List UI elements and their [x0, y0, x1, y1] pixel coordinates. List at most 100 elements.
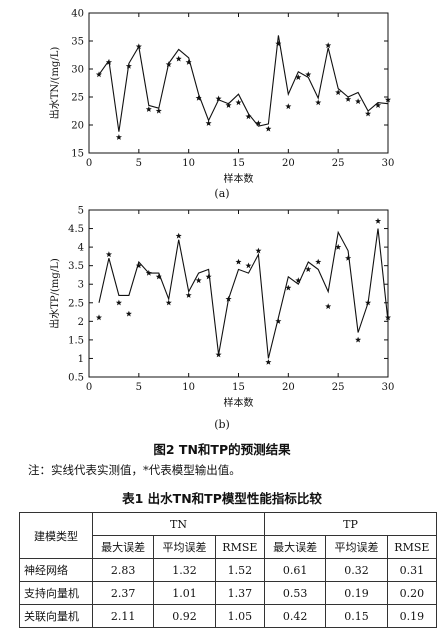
table-cell: 0.92: [153, 604, 216, 628]
table-metric-header: RMSE: [214, 535, 265, 559]
series-point-predicted: [285, 284, 292, 291]
series-point-predicted: [295, 74, 302, 80]
table-cell: 1.01: [153, 581, 216, 605]
series-point-predicted: [235, 99, 242, 106]
series-point-predicted: [325, 42, 332, 49]
series-point-predicted: [365, 110, 372, 117]
series-point-predicted: [385, 96, 391, 103]
y-tick-label: 40: [71, 9, 84, 20]
series-point-predicted: [225, 102, 232, 108]
series-point-predicted: [215, 351, 222, 358]
y-tick-label: 1.5: [68, 335, 84, 346]
series-point-predicted: [245, 113, 252, 120]
series-point-predicted: [175, 55, 182, 62]
series-point-predicted: [145, 269, 152, 276]
x-tick-label: 15: [232, 158, 245, 169]
series-point-predicted: [155, 107, 162, 114]
series-point-predicted: [105, 59, 112, 65]
series-point-predicted: [315, 99, 322, 106]
y-axis-label: 出水TP/(mg/L): [48, 258, 61, 329]
x-tick-label: 15: [232, 382, 245, 393]
series-point-predicted: [265, 125, 272, 132]
y-tick-label: 1: [78, 354, 84, 365]
series-point-predicted: [335, 89, 342, 96]
series-point-predicted: [355, 98, 362, 105]
series-point-predicted: [275, 40, 282, 47]
series-point-predicted: [335, 243, 342, 250]
series-point-predicted: [95, 314, 102, 321]
table-metric-header: 平均误差: [153, 535, 216, 559]
series-line-measured: [98, 35, 389, 132]
chart-tn: 15 20 25 30 35 40 0 5 10 15 20 25 30 样本数 出水TN/(mg/L): [0, 6, 444, 185]
table-row: 支持向量机 2.37 1.01 1.37 0.53 0.19 0.20: [19, 581, 438, 605]
series-point-predicted: [265, 359, 272, 365]
x-axis-label: 样本数: [224, 396, 254, 409]
x-tick-label: 30: [382, 158, 395, 169]
series-point-predicted: [235, 258, 242, 265]
figure-note: 注：实线代表实测值，*代表模型输出值。: [28, 463, 241, 477]
series-point-predicted: [145, 106, 152, 112]
y-tick-label: 3: [78, 280, 84, 291]
series-point-predicted: [375, 102, 382, 108]
x-tick-label: 25: [332, 382, 345, 393]
series-point-predicted: [295, 277, 302, 284]
table-cell: 0.42: [263, 604, 327, 628]
series-point-predicted: [275, 318, 282, 324]
y-tick-label: 30: [71, 65, 84, 76]
table-row-label: 神经网络: [19, 558, 93, 582]
series-point-predicted: [195, 277, 202, 284]
table-cell: 2.37: [91, 581, 155, 605]
chart-tp: 0.5 1 1.5 2 2.5 3 3.5 4 4.5 5 0 5 10 15 20 25 30 样本数 出水TP/…: [0, 202, 444, 420]
table-cell: 0.32: [325, 558, 388, 582]
series-point-predicted: [125, 310, 132, 317]
y-tick-label: 4.5: [68, 224, 84, 235]
table-metric-header: RMSE: [386, 535, 438, 559]
x-tick-label: 10: [182, 382, 195, 393]
x-tick-label: 0: [86, 158, 92, 169]
series-point-predicted: [285, 103, 292, 110]
series-point-predicted: [245, 262, 252, 269]
y-tick-label: 3.5: [68, 261, 84, 272]
table-cell: 0.20: [386, 581, 438, 605]
y-tick-label: 25: [71, 93, 84, 104]
table-group-tn: TN: [92, 512, 265, 536]
series-point-predicted: [95, 71, 102, 78]
series-point-predicted: [105, 251, 112, 258]
chart-tn-sublabel: (a): [214, 187, 230, 200]
series-point-predicted: [205, 120, 212, 126]
table-metric-header: 平均误差: [325, 535, 388, 559]
series-point-predicted: [135, 43, 142, 50]
x-tick-label: 20: [282, 382, 295, 393]
table-corner-header: 建模类型: [19, 512, 93, 559]
y-tick-label: 4: [78, 243, 84, 254]
chart-tp-svg: 0.5 1 1.5 2 2.5 3 3.5 4 4.5 5 0 5 10 15 20 25 30 样本数 出水TP/…: [48, 206, 394, 410]
series-point-predicted: [155, 273, 162, 280]
table-cell: 2.83: [91, 558, 155, 582]
table-cell: 2.11: [91, 604, 155, 628]
series-point-predicted: [325, 303, 332, 310]
plot-frame: [88, 209, 389, 378]
series-point-predicted: [305, 266, 312, 272]
series-point-predicted: [125, 63, 132, 69]
y-tick-label: 2: [78, 317, 84, 328]
table-group-tp: TP: [263, 512, 438, 536]
series-point-predicted: [345, 255, 352, 261]
x-tick-label: 5: [136, 158, 142, 169]
x-tick-label: 10: [182, 158, 195, 169]
table-cell: 1.52: [214, 558, 265, 582]
table-cell: 0.61: [263, 558, 327, 582]
table-row: 关联向量机 2.11 0.92 1.05 0.42 0.15 0.19: [19, 604, 438, 628]
series-point-predicted: [365, 299, 372, 306]
y-tick-label: 15: [71, 149, 84, 160]
y-tick-label: 2.5: [68, 298, 84, 309]
y-tick-label: 5: [78, 206, 84, 217]
series-point-predicted: [255, 247, 262, 254]
series-point-predicted: [195, 94, 202, 101]
series-point-predicted: [165, 61, 172, 68]
performance-table: 建模类型 TN TP 最大误差 平均误差 RMSE 最大误差 平均误差 RMSE…: [19, 512, 438, 628]
y-tick-label: 0.5: [68, 373, 84, 384]
table-cell: 0.15: [325, 604, 388, 628]
table-cell: 1.37: [214, 581, 265, 605]
y-tick-label: 35: [71, 37, 84, 48]
series-line-measured: [98, 228, 389, 359]
